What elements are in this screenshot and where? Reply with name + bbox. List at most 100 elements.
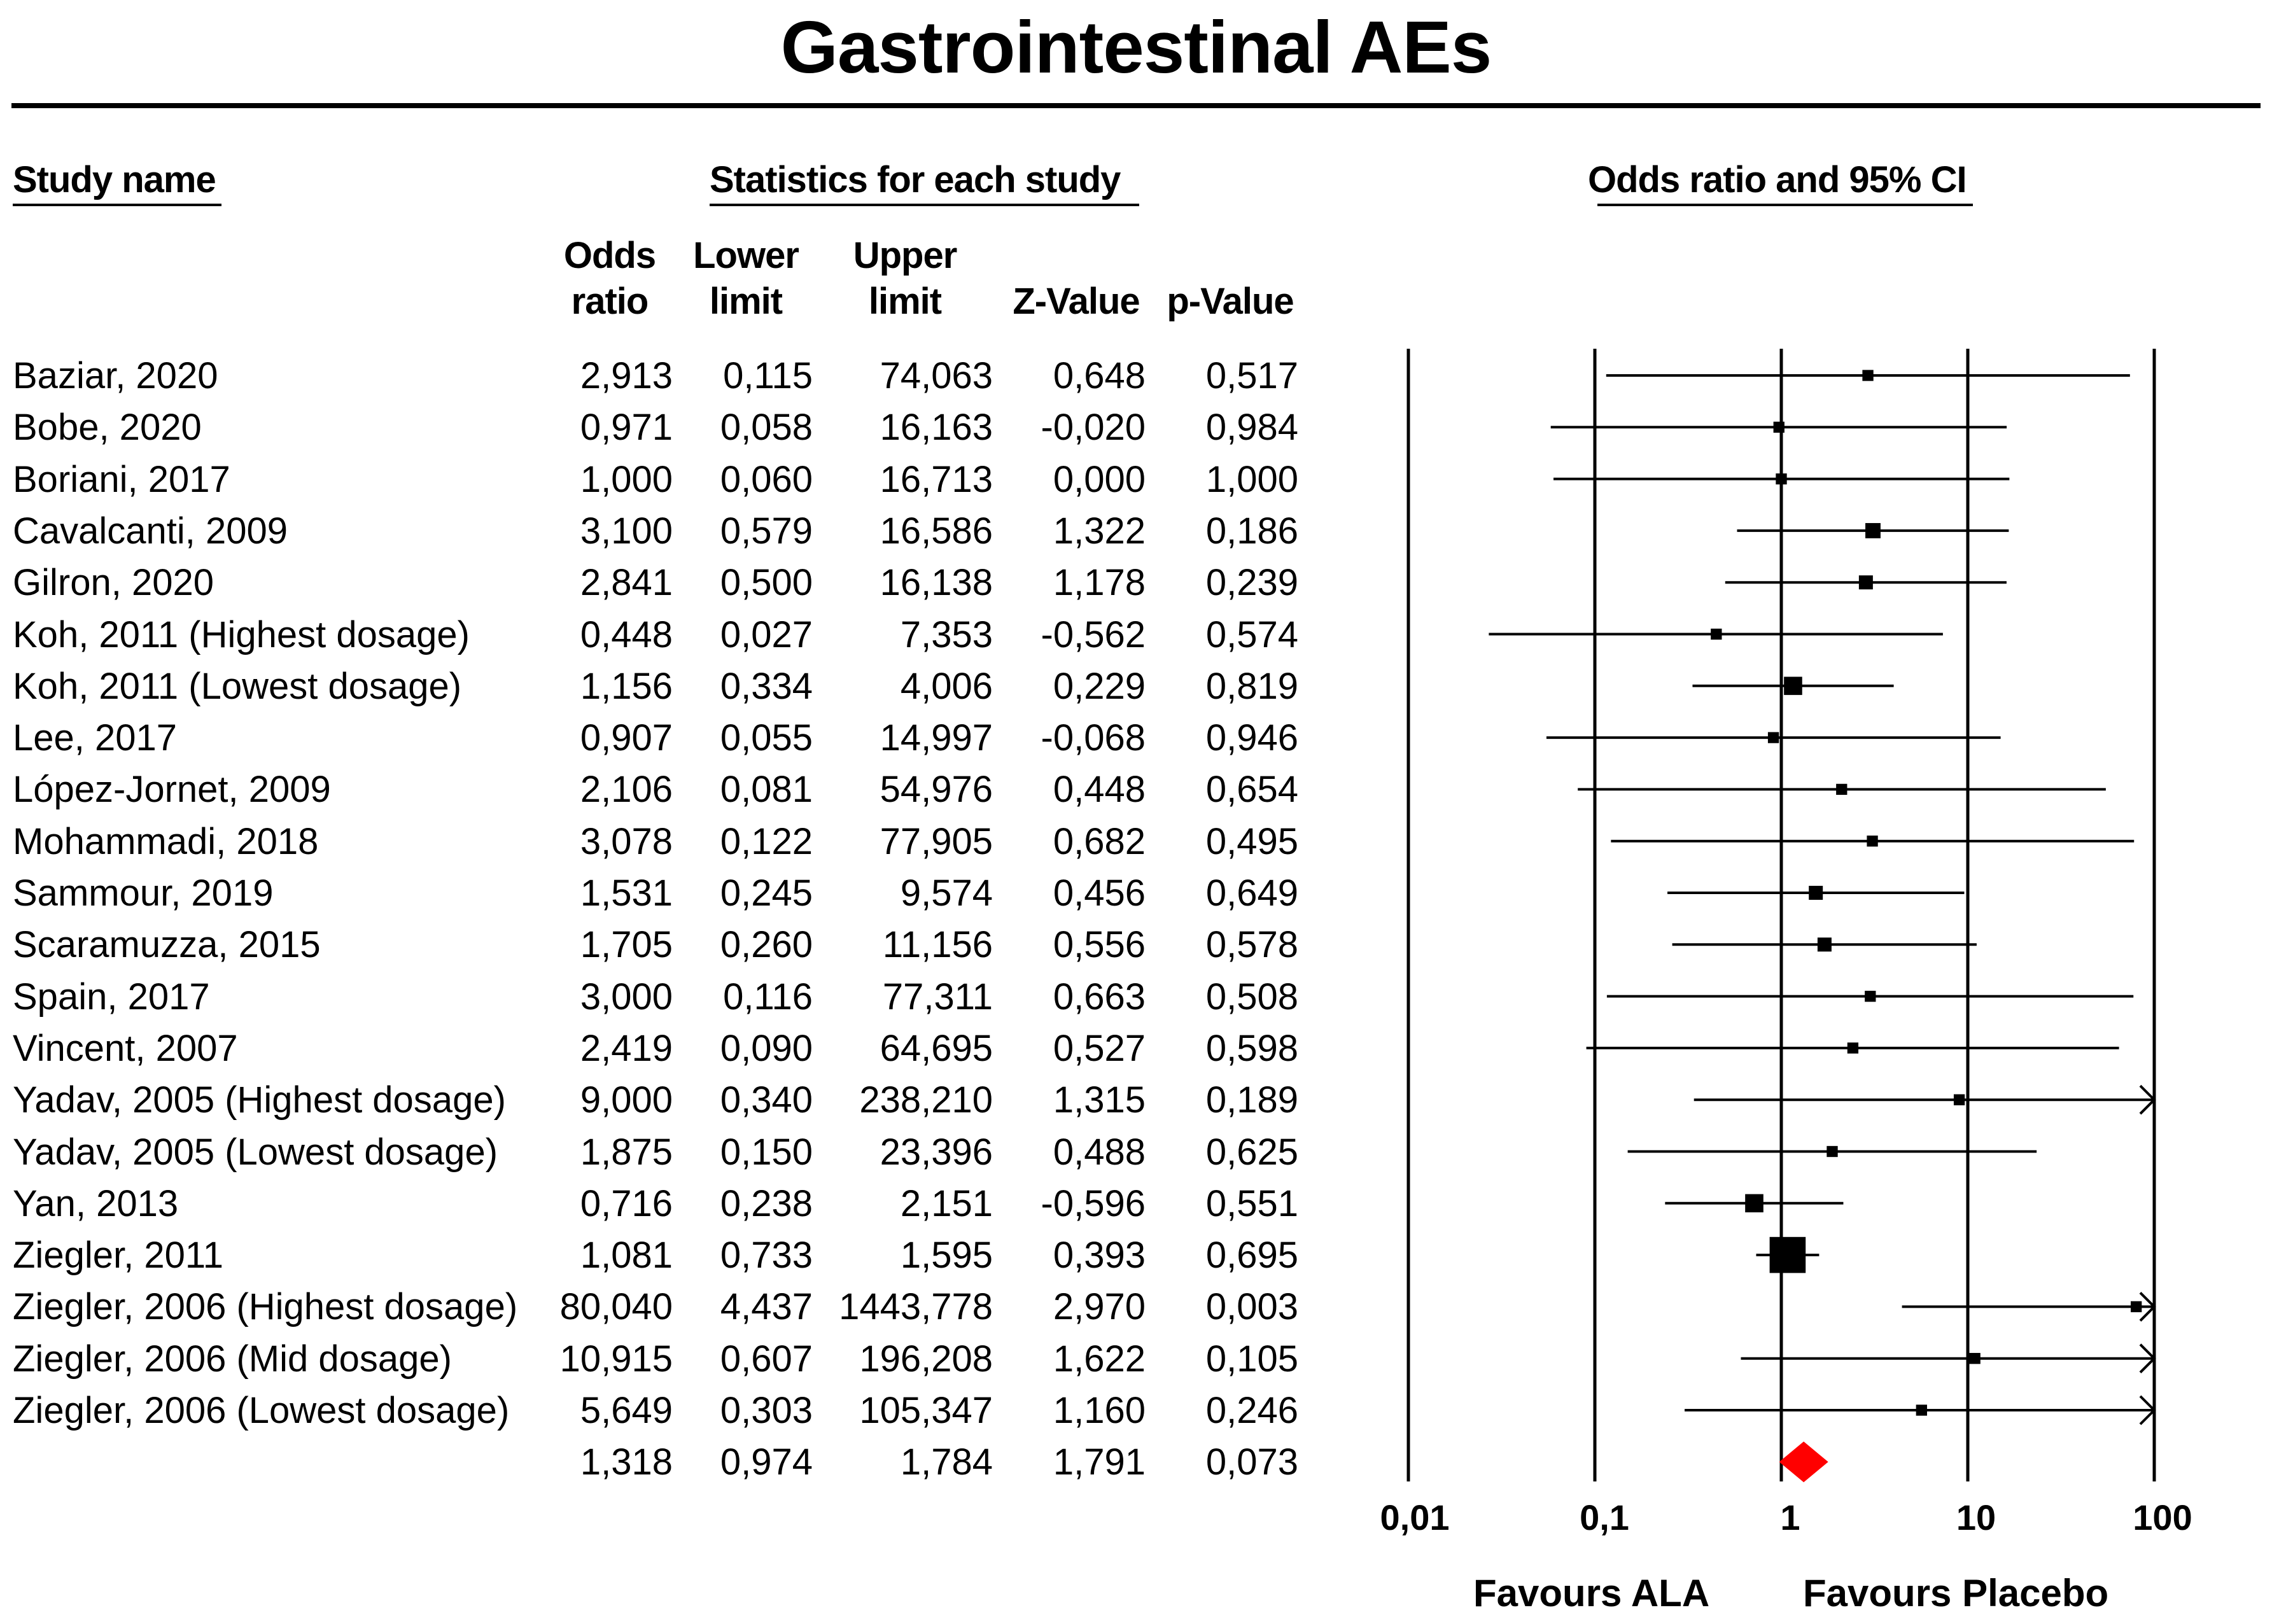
- study-name-cell: Cavalcanti, 2009: [13, 510, 288, 552]
- odds-ratio-cell: 10,915: [559, 1338, 673, 1380]
- odds-ratio-cell: 2,913: [580, 355, 673, 396]
- upper-limit-cell: 4,006: [900, 665, 993, 707]
- table-row: Yadav, 2005 (Highest dosage) 9,000 0,340 23…: [0, 1074, 1336, 1126]
- upper-limit-cell: 196,208: [859, 1338, 993, 1380]
- table-row: Cavalcanti, 2009 3,100 0,579 16,586 1,322 0,1…: [0, 505, 1336, 557]
- study-name-cell: Ziegler, 2006 (Mid dosage): [13, 1338, 452, 1380]
- point-estimate: [1767, 732, 1779, 743]
- upper-limit-cell: 1443,778: [839, 1286, 993, 1328]
- point-estimate: [1769, 1236, 1806, 1273]
- z-value-cell: 0,648: [1053, 355, 1146, 396]
- upper-limit-cell: 64,695: [880, 1027, 993, 1069]
- odds-ratio-cell: 2,106: [580, 769, 673, 811]
- table-row: Boriani, 2017 1,000 0,060 16,713 0,000 1,000: [0, 454, 1336, 505]
- p-value-cell: 0,654: [1205, 769, 1298, 811]
- odds-ratio-cell: 0,971: [580, 407, 673, 449]
- point-estimate: [1862, 370, 1874, 381]
- z-value-cell: 1,315: [1053, 1079, 1146, 1121]
- p-value-cell: 0,189: [1205, 1079, 1298, 1121]
- table-row: Mohammadi, 2018 3,078 0,122 77,905 0,682 0,49…: [0, 816, 1336, 867]
- odds-ratio-cell: 2,841: [580, 562, 673, 604]
- forest-plot: [1406, 349, 2156, 1483]
- point-estimate: [1836, 783, 1848, 795]
- study-name-cell: Mohammadi, 2018: [13, 820, 319, 862]
- lower-limit-cell: 0,733: [720, 1235, 813, 1277]
- table-row: Yadav, 2005 (Lowest dosage) 1,875 0,150 23,…: [0, 1126, 1336, 1178]
- upper-limit-cell: 11,156: [882, 924, 993, 966]
- lower-limit-cell: 0,607: [720, 1338, 813, 1380]
- p-value-cell: 0,551: [1205, 1182, 1298, 1224]
- or-ci-header: Odds ratio and 95% CI: [1588, 159, 1967, 200]
- p-value-cell: 0,695: [1205, 1235, 1298, 1277]
- col-header-upper-limit: Upper limit: [853, 235, 958, 322]
- summary-diamond: [1779, 1441, 1828, 1483]
- point-estimate: [1745, 1194, 1764, 1213]
- odds-ratio-cell: 0,448: [580, 613, 673, 655]
- lower-limit-cell: 0,090: [720, 1027, 813, 1069]
- z-value-cell: 0,682: [1053, 820, 1146, 862]
- favours-right-label: Favours Placebo: [1803, 1572, 2109, 1614]
- point-estimate: [1858, 575, 1873, 590]
- odds-ratio-cell: 1,875: [580, 1131, 673, 1173]
- point-estimate: [1969, 1353, 1981, 1364]
- col-header-p-value: p-Value: [1167, 281, 1294, 322]
- table-row: Gilron, 2020 2,841 0,500 16,138 1,178 0,239: [0, 557, 1336, 608]
- odds-ratio-cell: 3,100: [580, 510, 673, 552]
- lower-limit-cell: 0,334: [720, 665, 813, 707]
- table-row: Sammour, 2019 1,531 0,245 9,574 0,456 0,649: [0, 867, 1336, 919]
- table-row: Ziegler, 2006 (Lowest dosage) 5,649 0,303 1…: [0, 1385, 1336, 1436]
- statistics-header: Statistics for each study: [710, 159, 1121, 200]
- study-name-cell: Boriani, 2017: [13, 458, 230, 500]
- z-value-cell: 0,663: [1053, 976, 1146, 1018]
- p-value-cell: 1,000: [1205, 458, 1298, 500]
- ci-arrow: [2139, 1395, 2156, 1425]
- table-row: Spain, 2017 3,000 0,116 77,311 0,663 0,508: [0, 971, 1336, 1023]
- odds-ratio-cell: 5,649: [580, 1390, 673, 1431]
- study-name-cell: Koh, 2011 (Highest dosage): [13, 613, 470, 655]
- lower-limit-cell: 0,115: [723, 355, 813, 396]
- p-value-cell: 0,649: [1205, 872, 1298, 914]
- table-row: Scaramuzza, 2015 1,705 0,260 11,156 0,556 0,5…: [0, 919, 1336, 970]
- lower-limit-cell: 0,150: [720, 1131, 813, 1173]
- upper-limit-cell: 2,151: [900, 1182, 993, 1224]
- z-value-cell: 0,393: [1053, 1235, 1146, 1277]
- upper-limit-cell: 16,586: [880, 510, 993, 552]
- z-value-cell: 1,791: [1053, 1441, 1146, 1483]
- odds-ratio-cell: 1,531: [580, 872, 673, 914]
- p-value-cell: 0,239: [1205, 562, 1298, 604]
- point-estimate: [1711, 628, 1722, 640]
- study-name-cell: Yan, 2013: [13, 1182, 179, 1224]
- title-divider: [11, 103, 2261, 108]
- table-row: López-Jornet, 2009 2,106 0,081 54,976 0,448 0…: [0, 764, 1336, 815]
- upper-limit-cell: 77,311: [882, 976, 993, 1018]
- study-name-cell: Baziar, 2020: [13, 355, 218, 396]
- lower-limit-cell: 0,340: [720, 1079, 813, 1121]
- x-tick-label: 100: [2133, 1497, 2192, 1537]
- upper-limit-cell: 74,063: [880, 355, 993, 396]
- z-value-cell: 0,488: [1053, 1131, 1146, 1173]
- lower-limit-cell: 0,260: [720, 924, 813, 966]
- p-value-cell: 0,246: [1205, 1390, 1298, 1431]
- p-value-cell: 0,625: [1205, 1131, 1298, 1173]
- lower-limit-cell: 0,055: [720, 717, 813, 759]
- p-value-cell: 0,073: [1205, 1441, 1298, 1483]
- study-name-cell: Sammour, 2019: [13, 872, 274, 914]
- odds-ratio-cell: 1,081: [580, 1235, 673, 1277]
- table-row: Koh, 2011 (Highest dosage) 0,448 0,027 7,35…: [0, 609, 1336, 661]
- odds-ratio-cell: 0,907: [580, 717, 673, 759]
- study-name-cell: Spain, 2017: [13, 976, 210, 1018]
- lower-limit-cell: 0,058: [720, 407, 813, 449]
- z-value-cell: -0,562: [1041, 613, 1146, 655]
- z-value-cell: -0,596: [1041, 1182, 1146, 1224]
- point-estimate: [1953, 1094, 1965, 1105]
- z-value-cell: 0,527: [1053, 1027, 1146, 1069]
- odds-ratio-cell: 3,078: [580, 820, 673, 862]
- odds-ratio-cell: 3,000: [580, 976, 673, 1018]
- p-value-cell: 0,105: [1205, 1338, 1298, 1380]
- study-name-cell: Yadav, 2005 (Lowest dosage): [13, 1131, 498, 1173]
- upper-limit-cell: 105,347: [859, 1390, 993, 1431]
- upper-limit-cell: 54,976: [880, 769, 993, 811]
- lower-limit-cell: 0,245: [720, 872, 813, 914]
- table-row: Bobe, 2020 0,971 0,058 16,163 -0,020 0,984: [0, 402, 1336, 453]
- table-row: Baziar, 2020 2,913 0,115 74,063 0,648 0,517: [0, 350, 1336, 402]
